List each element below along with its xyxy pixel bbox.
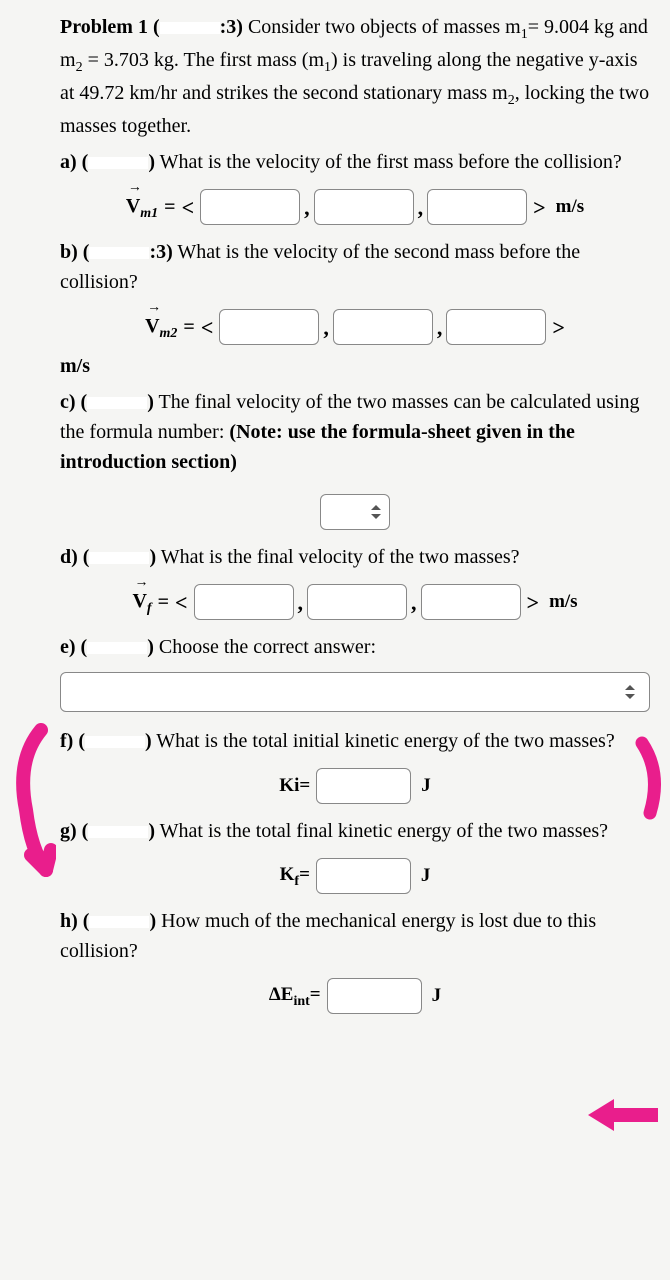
vf-x-input[interactable] — [194, 584, 294, 620]
part-a: a) () What is the velocity of the first … — [60, 147, 650, 177]
deltaE-input[interactable] — [327, 978, 422, 1014]
annotation-curve-left — [6, 720, 56, 880]
part-b: b) (:3) What is the velocity of the seco… — [60, 237, 650, 297]
redacted — [89, 916, 149, 928]
part-d-pts: ) — [149, 546, 156, 568]
vm2-x-input[interactable] — [219, 309, 319, 345]
redacted — [88, 826, 148, 838]
part-c-answer — [60, 489, 650, 530]
part-e-label: e) ( — [60, 636, 87, 658]
bracket-open: < — [175, 586, 188, 619]
part-c: c) () The final velocity of the two mass… — [60, 387, 650, 477]
unit-ms-b: m/s — [60, 351, 650, 381]
part-d: d) () What is the final velocity of the … — [60, 542, 650, 572]
part-c-pts: ) — [147, 391, 154, 413]
comma: , — [323, 311, 329, 344]
part-g-pts: ) — [148, 820, 155, 842]
redacted — [89, 552, 149, 564]
part-f-label: f) ( — [60, 730, 85, 752]
comma: , — [304, 191, 310, 224]
part-g-label: g) ( — [60, 820, 88, 842]
part-d-label: d) ( — [60, 546, 89, 568]
unit-ms-d: m/s — [549, 588, 578, 617]
part-a-question: What is the velocity of the first mass b… — [160, 151, 622, 173]
redacted — [85, 736, 145, 748]
redacted — [89, 247, 149, 259]
bracket-open: < — [182, 191, 195, 224]
equals: = — [183, 312, 194, 342]
ki-label: Ki= — [279, 772, 310, 801]
caret-icon — [625, 685, 635, 699]
vf-z-input[interactable] — [421, 584, 521, 620]
part-f-answer: Ki= J — [60, 768, 650, 804]
redacted — [88, 157, 148, 169]
vm2-y-input[interactable] — [333, 309, 433, 345]
kf-input[interactable] — [316, 858, 411, 894]
part-b-pts: :3) — [149, 241, 172, 263]
part-f: f) () What is the total initial kinetic … — [60, 726, 650, 756]
part-e-dropdown[interactable] — [60, 672, 650, 712]
kf-label: Kf= — [280, 861, 310, 892]
vm1-x-input[interactable] — [200, 189, 300, 225]
vector-vf: Vf — [132, 586, 151, 619]
comma: , — [298, 586, 304, 619]
comma: , — [437, 311, 443, 344]
problem-intro: Problem 1 (:3) Consider two objects of m… — [60, 12, 650, 141]
part-h: h) () How much of the mechanical energy … — [60, 906, 650, 966]
part-d-answer: Vf=< , , > m/s — [60, 584, 650, 620]
bracket-close: > — [533, 191, 546, 224]
part-h-answer: ΔEint= J — [60, 978, 650, 1014]
part-h-pts: ) — [149, 910, 156, 932]
part-g-answer: Kf= J — [60, 858, 650, 894]
part-g: g) () What is the total final kinetic en… — [60, 816, 650, 846]
redacted — [87, 397, 147, 409]
part-e-question: Choose the correct answer: — [159, 636, 376, 658]
part-e: e) () Choose the correct answer: — [60, 632, 650, 662]
annotation-arrow-right — [588, 1097, 658, 1133]
part-b-label: b) ( — [60, 241, 89, 263]
problem-title-pts: :3) — [220, 16, 243, 38]
vm1-z-input[interactable] — [427, 189, 527, 225]
problem-title: Problem 1 ( — [60, 16, 160, 38]
part-d-question: What is the final velocity of the two ma… — [161, 546, 520, 568]
caret-icon — [371, 505, 381, 519]
unit-j-g: J — [421, 862, 431, 891]
unit-ms: m/s — [556, 193, 585, 222]
ki-input[interactable] — [316, 768, 411, 804]
vf-y-input[interactable] — [307, 584, 407, 620]
part-c-label: c) ( — [60, 391, 87, 413]
part-a-answer: Vm1=< , , > m/s — [60, 189, 650, 225]
formula-number-dropdown[interactable] — [320, 494, 390, 530]
annotation-curve-right — [632, 733, 668, 823]
part-f-question: What is the total initial kinetic energy… — [156, 730, 614, 752]
part-a-pts: ) — [148, 151, 155, 173]
part-g-question: What is the total final kinetic energy o… — [160, 820, 608, 842]
vm2-z-input[interactable] — [446, 309, 546, 345]
equals: = — [164, 192, 175, 222]
part-h-label: h) ( — [60, 910, 89, 932]
bracket-close: > — [527, 586, 540, 619]
equals: = — [158, 587, 169, 617]
redacted — [87, 642, 147, 654]
part-e-pts: ) — [147, 636, 154, 658]
deltaE-label: ΔEint= — [269, 981, 321, 1012]
vm1-y-input[interactable] — [314, 189, 414, 225]
vector-vm2: Vm2 — [145, 311, 177, 344]
redacted-points — [160, 22, 220, 34]
bracket-close: > — [552, 311, 565, 344]
part-b-answer: Vm2=< , , > — [60, 309, 650, 345]
unit-j-f: J — [421, 772, 431, 801]
part-a-label: a) ( — [60, 151, 88, 173]
unit-j-h: J — [432, 982, 442, 1011]
part-f-pts: ) — [145, 730, 152, 752]
comma: , — [418, 191, 424, 224]
bracket-open: < — [201, 311, 214, 344]
comma: , — [411, 586, 417, 619]
vector-vm1: Vm1 — [126, 191, 158, 224]
